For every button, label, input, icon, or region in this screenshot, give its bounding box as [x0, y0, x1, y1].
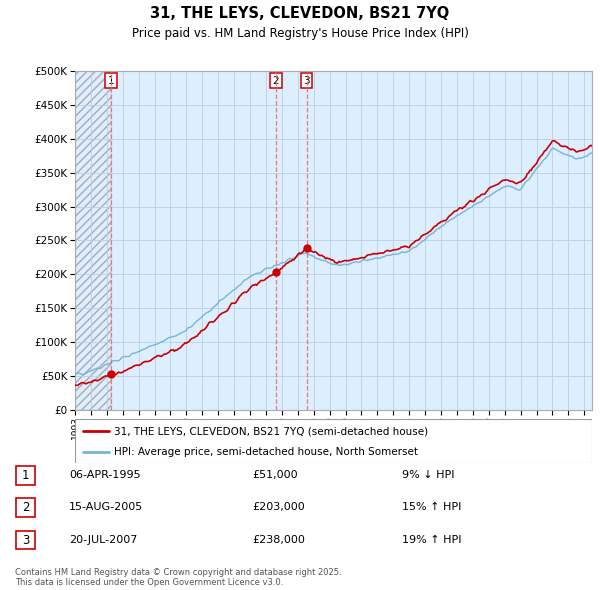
Text: 3: 3	[303, 76, 310, 86]
Text: Price paid vs. HM Land Registry's House Price Index (HPI): Price paid vs. HM Land Registry's House …	[131, 27, 469, 40]
Text: 06-APR-1995: 06-APR-1995	[69, 470, 140, 480]
Text: 9% ↓ HPI: 9% ↓ HPI	[402, 470, 455, 480]
Text: 1: 1	[108, 76, 115, 86]
Text: 1: 1	[22, 468, 29, 482]
Text: 20-JUL-2007: 20-JUL-2007	[69, 535, 137, 545]
Bar	[75, 71, 111, 410]
Text: 31, THE LEYS, CLEVEDON, BS21 7YQ (semi-detached house): 31, THE LEYS, CLEVEDON, BS21 7YQ (semi-d…	[114, 427, 428, 436]
Text: 19% ↑ HPI: 19% ↑ HPI	[402, 535, 461, 545]
Text: £203,000: £203,000	[252, 503, 305, 512]
Text: 2: 2	[272, 76, 279, 86]
Text: 15-AUG-2005: 15-AUG-2005	[69, 503, 143, 512]
Text: 15% ↑ HPI: 15% ↑ HPI	[402, 503, 461, 512]
Text: 2: 2	[22, 501, 29, 514]
Text: 31, THE LEYS, CLEVEDON, BS21 7YQ: 31, THE LEYS, CLEVEDON, BS21 7YQ	[151, 6, 449, 21]
Text: 3: 3	[22, 533, 29, 547]
Text: £51,000: £51,000	[252, 470, 298, 480]
Text: £238,000: £238,000	[252, 535, 305, 545]
Text: HPI: Average price, semi-detached house, North Somerset: HPI: Average price, semi-detached house,…	[114, 447, 418, 457]
Text: Contains HM Land Registry data © Crown copyright and database right 2025.
This d: Contains HM Land Registry data © Crown c…	[15, 568, 341, 587]
